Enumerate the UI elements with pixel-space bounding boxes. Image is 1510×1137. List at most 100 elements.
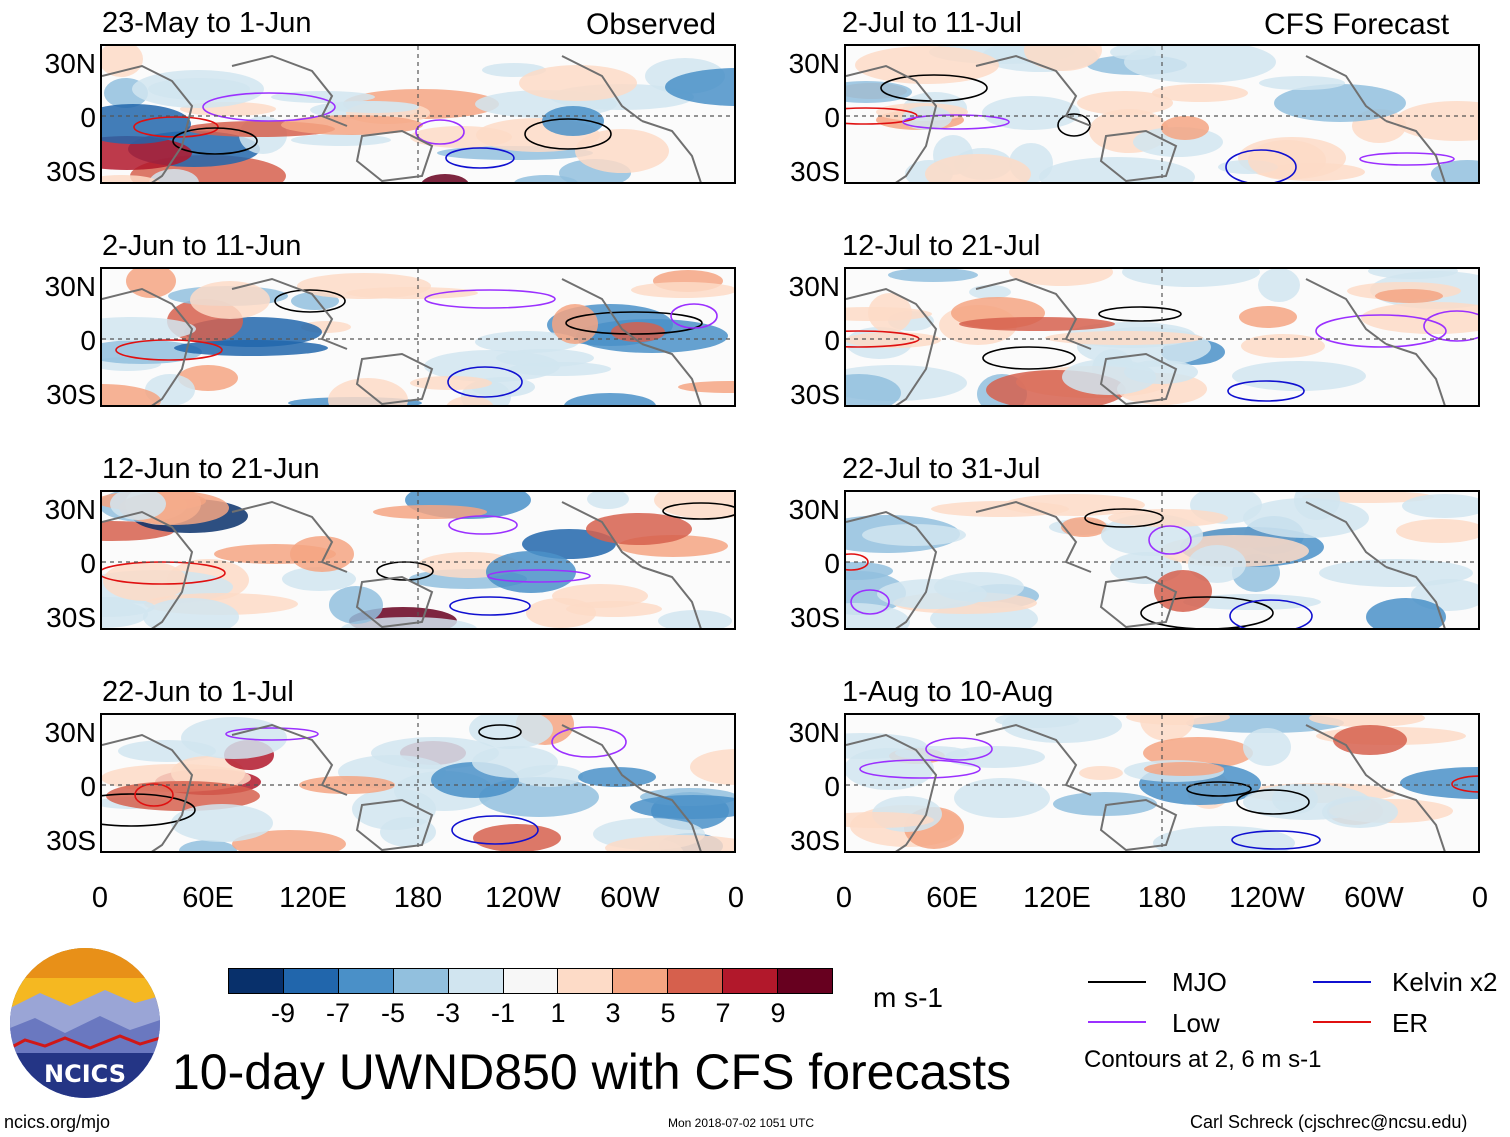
- contour-line: [1140, 596, 1274, 628]
- x-tick-label: 60W: [600, 882, 660, 914]
- anomaly-patch: [846, 603, 910, 628]
- anomaly-patch: [902, 106, 952, 130]
- coastline: [1305, 501, 1387, 568]
- coastline: [975, 277, 1092, 350]
- anomaly-patch: [925, 154, 1031, 182]
- contour-line: [850, 589, 890, 615]
- x-tick-label: 60E: [926, 882, 978, 914]
- anomaly-patch: [1309, 715, 1425, 727]
- coastline: [1385, 120, 1446, 182]
- y-tick-label: 0: [80, 548, 96, 579]
- anomaly-patch: [106, 781, 260, 811]
- anomaly-patch: [473, 824, 561, 851]
- y-tick-label: 30S: [46, 825, 96, 856]
- colorbar-swatch: [778, 969, 832, 993]
- anomaly-patch: [469, 715, 553, 749]
- colorbar-tick-label: -1: [490, 998, 515, 1028]
- anomaly-patch: [519, 65, 637, 101]
- anomaly-patch: [564, 393, 656, 405]
- contour-line: [846, 107, 918, 125]
- colorbar-tick-label: -7: [325, 998, 350, 1028]
- anomaly-patch: [1333, 725, 1407, 755]
- legend-label-mjo: MJO: [1172, 967, 1227, 997]
- map-panel: [844, 267, 1480, 407]
- contour-line: [1231, 830, 1321, 850]
- y-tick-label: 30S: [46, 379, 96, 410]
- y-tick-label: 30S: [790, 602, 840, 633]
- x-tick-label: 0: [727, 882, 745, 914]
- anomaly-patch: [605, 835, 734, 851]
- colorbar-swatch: [668, 969, 724, 993]
- panel-title: 22-Jul to 31-Jul: [842, 453, 1041, 485]
- anomaly-patch: [1161, 116, 1209, 140]
- anomaly-patch: [1243, 728, 1291, 766]
- coastline: [561, 55, 643, 122]
- anomaly-field: [846, 46, 1478, 182]
- contour-line: [449, 596, 531, 616]
- anomaly-patch: [281, 115, 423, 135]
- anomaly-patch: [1396, 519, 1478, 543]
- anomaly-patch: [1124, 360, 1198, 384]
- anomaly-patch: [328, 378, 408, 405]
- legend-line-low: [1088, 1021, 1146, 1023]
- coastline: [231, 500, 348, 573]
- y-tick-label: 0: [824, 771, 840, 802]
- contour-note: Contours at 2, 6 m s-1: [1084, 1046, 1322, 1073]
- contour-line: [102, 793, 196, 827]
- panel-title: 2-Jul to 11-Jul: [842, 7, 1022, 39]
- anomaly-patch: [1108, 509, 1228, 527]
- contour-line: [225, 727, 319, 741]
- coastline: [1305, 55, 1387, 122]
- coastline: [1385, 789, 1446, 851]
- footer-url[interactable]: ncics.org/mjo: [4, 1112, 111, 1132]
- anomaly-patch: [665, 68, 734, 106]
- anomaly-patch: [1053, 792, 1157, 816]
- coastline: [641, 789, 702, 851]
- anomaly-patch: [1375, 289, 1443, 303]
- coastline: [641, 566, 702, 628]
- anomaly-patch: [846, 812, 934, 828]
- contour-line: [524, 118, 612, 150]
- contour-line: [1315, 314, 1447, 348]
- anomaly-patch: [931, 501, 1069, 517]
- coastline: [355, 129, 434, 182]
- anomaly-patch: [102, 104, 191, 144]
- y-tick-label: 30N: [788, 48, 840, 79]
- coastline: [561, 724, 643, 791]
- colorbar-tick-label: -5: [380, 998, 405, 1028]
- contour-line: [670, 303, 718, 329]
- coastline: [846, 64, 938, 182]
- legend-label-er: ER: [1392, 1008, 1429, 1038]
- anomaly-patch: [102, 597, 155, 617]
- anomaly-patch: [1259, 76, 1345, 90]
- anomaly-patch: [578, 767, 656, 787]
- anomaly-patch: [327, 101, 419, 113]
- contour-line: [1084, 508, 1164, 528]
- panel-title: 23-May to 1-Jun: [102, 7, 312, 39]
- contour-line: [424, 289, 556, 309]
- coastline: [975, 723, 1092, 796]
- contour-line: [925, 737, 993, 761]
- anomaly-patch: [297, 273, 431, 299]
- contour-line: [1098, 306, 1182, 322]
- contour-line: [982, 346, 1076, 370]
- anomaly-patch: [631, 282, 734, 298]
- footer-timestamp: Mon 2018-07-02 1051 UTC: [668, 1116, 815, 1130]
- anomaly-patch: [658, 610, 732, 628]
- anomaly-patch: [1319, 559, 1473, 587]
- x-tick-label: 0: [835, 882, 853, 914]
- anomaly-patch: [1395, 101, 1478, 141]
- anomaly-patch: [1366, 598, 1446, 628]
- contour-line: [274, 289, 346, 313]
- map-panel: [844, 713, 1480, 853]
- anomaly-patch: [190, 281, 270, 319]
- contour-line: [1359, 152, 1455, 166]
- colorbar-tick-label: 5: [660, 998, 676, 1028]
- anomaly-patch: [846, 81, 912, 103]
- contour-line: [202, 92, 336, 122]
- anomaly-patch: [1258, 269, 1300, 302]
- coastline: [975, 500, 1092, 573]
- contour-line: [1423, 310, 1478, 342]
- coastline: [102, 287, 194, 405]
- coastline: [846, 287, 938, 405]
